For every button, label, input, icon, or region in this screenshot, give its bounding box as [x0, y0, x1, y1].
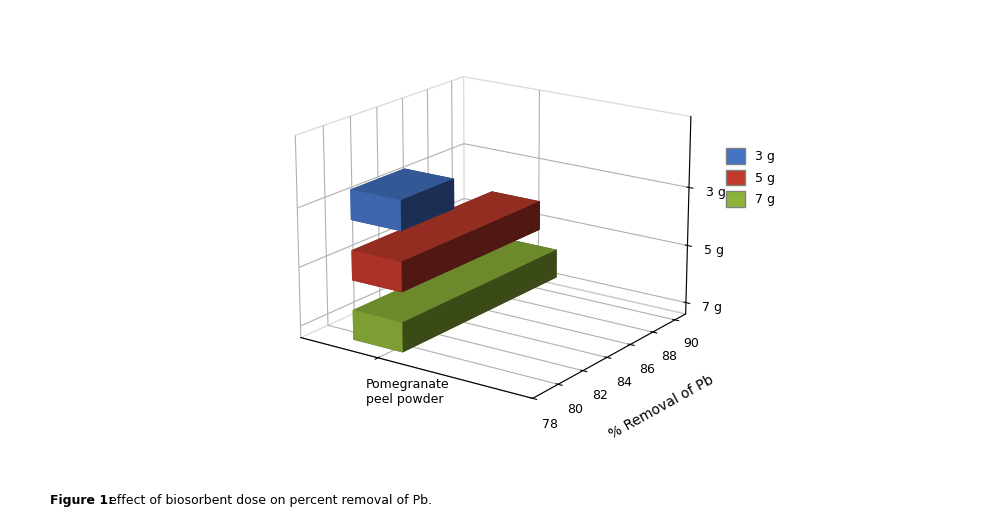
Y-axis label: % Removal of Pb: % Removal of Pb	[607, 372, 716, 441]
Legend: 3 g, 5 g, 7 g: 3 g, 5 g, 7 g	[721, 143, 780, 212]
Text: Figure 1:: Figure 1:	[50, 494, 113, 507]
Text: effect of biosorbent dose on percent removal of Pb.: effect of biosorbent dose on percent rem…	[105, 494, 432, 507]
